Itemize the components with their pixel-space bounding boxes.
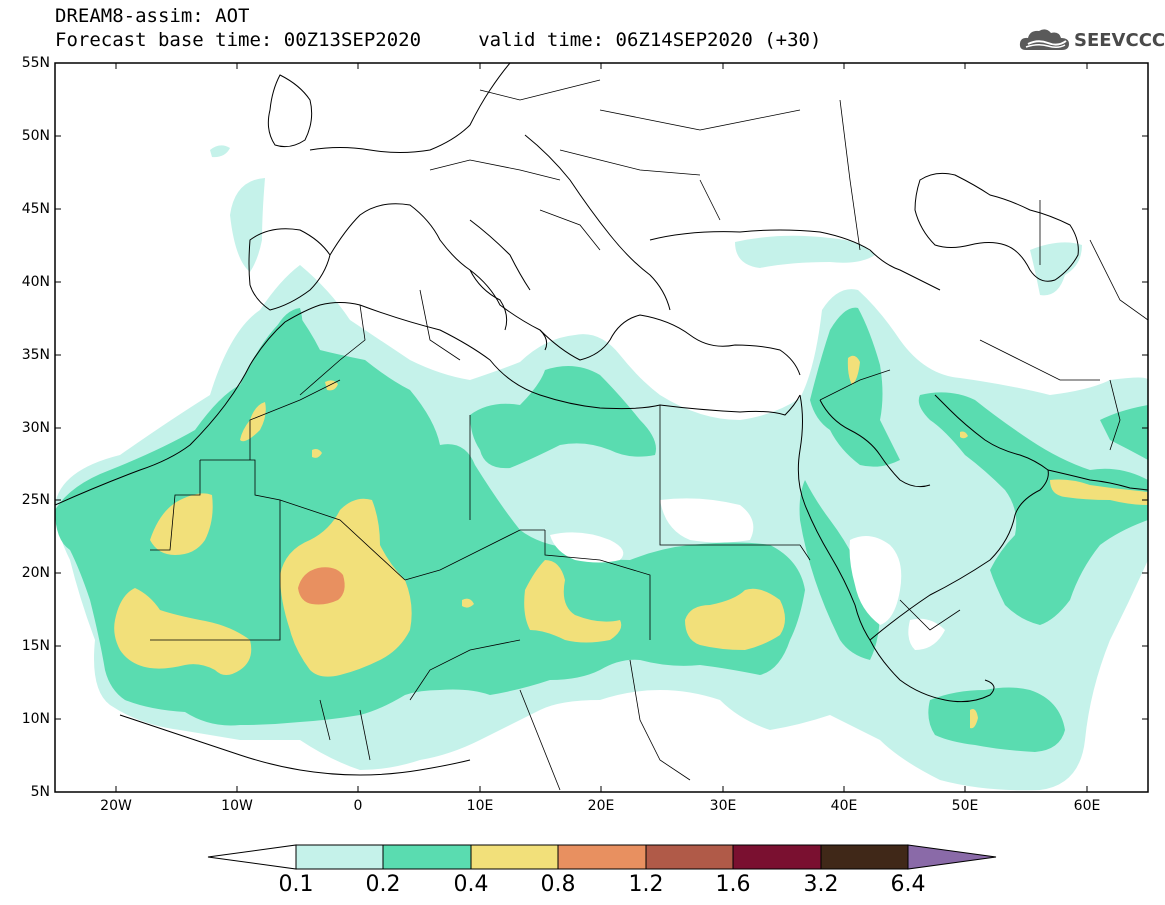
lon-label: 60E (1073, 798, 1101, 814)
lat-label: 15N (21, 638, 50, 654)
seevccc-logo: SEEVCCC (1018, 26, 1165, 54)
lon-label: 0 (353, 798, 363, 814)
lon-label: 10W (221, 798, 253, 814)
cloud-icon (1019, 29, 1069, 50)
lat-label: 50N (21, 128, 50, 144)
aot-class3 (114, 355, 1148, 729)
lat-label: 55N (21, 55, 50, 71)
coastlines (55, 63, 1148, 776)
aot-class4 (298, 567, 345, 605)
low-aot-areas (550, 498, 945, 650)
colorbar (207, 844, 997, 870)
axis-ticks (55, 62, 1148, 792)
lat-label: 30N (21, 420, 50, 436)
lat-label: 10N (21, 711, 50, 727)
lat-label: 5N (30, 784, 50, 800)
lat-label: 25N (21, 492, 50, 508)
lat-label: 35N (21, 347, 50, 363)
colorbar-label: 1.6 (715, 872, 751, 897)
lon-label: 50E (951, 798, 979, 814)
lon-label: 20W (100, 798, 132, 814)
lon-label: 40E (830, 798, 858, 814)
lon-label: 10E (466, 798, 494, 814)
colorbar-swatch-3 (470, 844, 559, 870)
colorbar-label: 0.2 (365, 872, 401, 897)
colorbar-label: 0.8 (540, 872, 576, 897)
lon-label: 20E (587, 798, 615, 814)
colorbar-swatch-6 (732, 844, 822, 870)
colorbar-under-arrow (207, 844, 297, 870)
country-borders (150, 79, 1148, 791)
logo-text: SEEVCCC (1074, 30, 1165, 51)
lat-label: 40N (21, 274, 50, 290)
colorbar-over-arrow (907, 844, 997, 870)
map-subtitle: Forecast base time: 00Z13SEP2020 valid t… (55, 29, 822, 51)
colorbar-swatch-4 (557, 844, 647, 870)
colorbar-swatch-2 (382, 844, 472, 870)
lon-label: 30E (709, 798, 737, 814)
colorbar-label: 0.1 (278, 872, 314, 897)
lat-label: 20N (21, 565, 50, 581)
colorbar-swatch-5 (645, 844, 734, 870)
lat-label: 45N (21, 201, 50, 217)
colorbar-label: 1.2 (628, 872, 664, 897)
colorbar-label: 0.4 (453, 872, 489, 897)
map-title: DREAM8-assim: AOT (55, 5, 250, 27)
colorbar-label: 3.2 (803, 872, 839, 897)
colorbar-swatch-1 (295, 844, 384, 870)
colorbar-label: 6.4 (890, 872, 926, 897)
colorbar-swatch-7 (820, 844, 909, 870)
aot-shading (55, 63, 1148, 791)
